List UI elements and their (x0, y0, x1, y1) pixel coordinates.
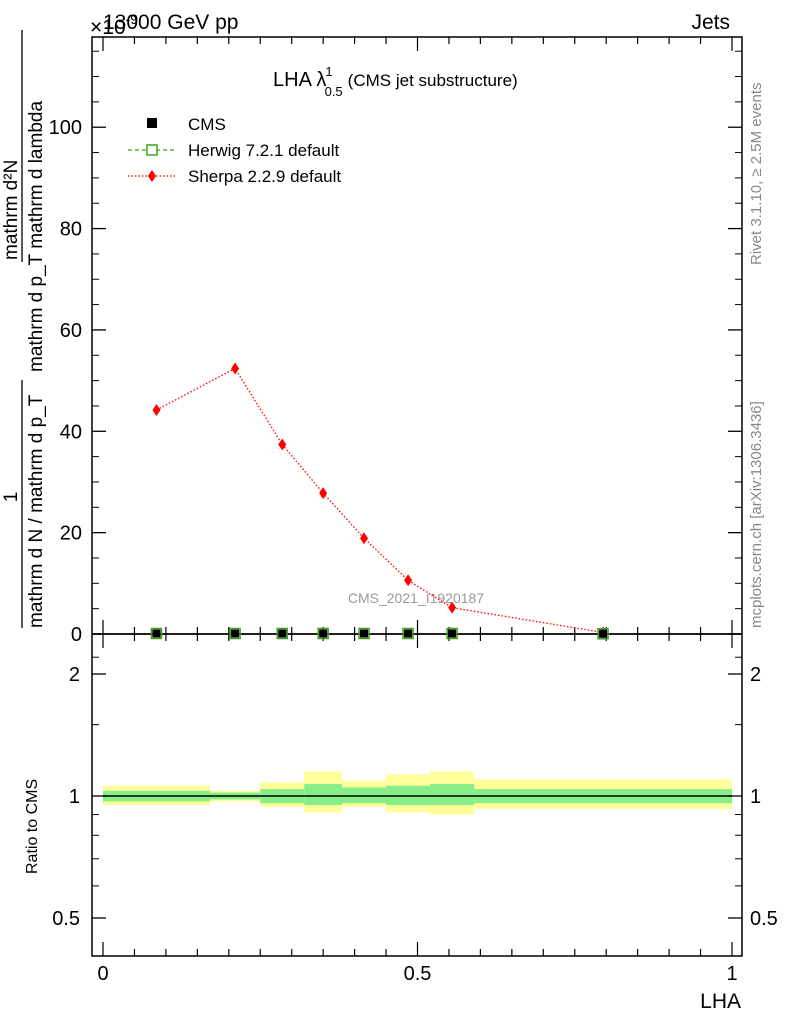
data-series (150, 362, 609, 640)
ratio-xtick-label: 1 (726, 963, 737, 985)
sherpa-point (404, 574, 413, 587)
legend-sherpa-marker (148, 170, 156, 182)
ratio-ytick-label-left: 1 (69, 786, 80, 808)
herwig-point (402, 627, 414, 640)
energy-label: 13000 GeV pp (103, 11, 238, 34)
cms-point (231, 629, 240, 638)
herwig-point (150, 627, 163, 640)
main-ytick-label: 20 (60, 523, 82, 545)
ratio-ytick-label-right: 1 (750, 786, 761, 808)
cms-point (152, 629, 161, 638)
cms-point (599, 629, 608, 638)
ratio-ytick-label-right: 0.5 (750, 908, 778, 930)
x-axis-label: LHA (700, 990, 741, 1013)
main-ylabel-prefix-num: 1 (1, 492, 22, 503)
ratio-ytick-label-right: 2 (750, 664, 761, 686)
process-label: Jets (691, 11, 730, 34)
y-exponent-base: ×10 (90, 16, 126, 39)
ratio-xtick-label: 0.5 (404, 963, 432, 985)
cms-point (319, 629, 328, 638)
ratio-bands (103, 771, 732, 815)
herwig-point (358, 627, 370, 640)
title-sup: 1 (325, 64, 332, 79)
mcplots-label: mcplots.cern.ch [arXiv:1306.3436] (748, 401, 765, 628)
herwig-point (317, 627, 329, 640)
rivet-label: Rivet 3.1.10, ≥ 2.5M events (748, 83, 765, 266)
title-main: LHA λ (273, 69, 326, 91)
herwig-point (229, 627, 241, 640)
ratio-band-inner (430, 784, 475, 806)
main-ytick-label: 40 (60, 421, 82, 443)
analysis-watermark: CMS_2021_I1920187 (348, 590, 484, 606)
title-suffix: (CMS jet substructure) (348, 71, 518, 90)
main-ytick-label: 100 (49, 117, 82, 139)
ratio-ylabel: Ratio to CMS (24, 779, 41, 874)
herwig-point (446, 627, 458, 640)
herwig-point (276, 627, 289, 640)
main-ytick-label: 0 (71, 624, 82, 646)
legend-cms-marker (147, 118, 157, 128)
sherpa-line (156, 367, 604, 634)
main-ytick-label: 60 (60, 320, 82, 342)
legend-herwig-label: Herwig 7.2.1 default (188, 141, 339, 160)
title-sub: 0.5 (325, 84, 343, 99)
legend-herwig-marker (146, 144, 158, 156)
sherpa-point (360, 532, 369, 545)
y-exponent: ×10-9 (90, 11, 138, 39)
ratio-band-inner (304, 784, 343, 806)
herwig-point (597, 627, 609, 640)
sherpa-point (448, 601, 457, 614)
cms-point (278, 629, 287, 638)
legend-cms-label: CMS (188, 115, 226, 134)
sherpa-point (278, 438, 287, 451)
ratio-ytick-label-left: 2 (69, 664, 80, 686)
legend-sherpa-label: Sherpa 2.2.9 default (188, 167, 341, 186)
cms-point (404, 629, 413, 638)
main-axis-ticks: 0 20 40 60 80 100 0 0.5 1 (49, 37, 742, 985)
main-ylabel: 1 mathrm d N / mathrm d p_T mathrm d²N m… (1, 30, 47, 628)
main-ylabel-prefix-den: mathrm d N / mathrm d p_T (26, 394, 47, 628)
y-exponent-power: -9 (126, 11, 139, 27)
main-ylabel-denominator: mathrm d p_T mathrm d lambda (26, 101, 47, 372)
cms-point (360, 629, 369, 638)
sherpa-point (152, 404, 161, 417)
main-ytick-label: 80 (60, 219, 82, 241)
legend: CMS Herwig 7.2.1 default Sherpa 2.2.9 de… (128, 115, 341, 186)
ratio-axis-ticks: 0.5 0.5 1 1 2 2 (52, 656, 778, 930)
cms-point (448, 629, 457, 638)
main-ylabel-numerator: mathrm d²N (1, 160, 22, 260)
sherpa-point (231, 362, 240, 375)
plot-title: LHA λ1 0.5 (CMS jet substructure) (273, 64, 518, 99)
ratio-xtick-label: 0 (97, 963, 108, 985)
ratio-ytick-label-left: 0.5 (52, 908, 80, 930)
sherpa-point (319, 487, 328, 500)
